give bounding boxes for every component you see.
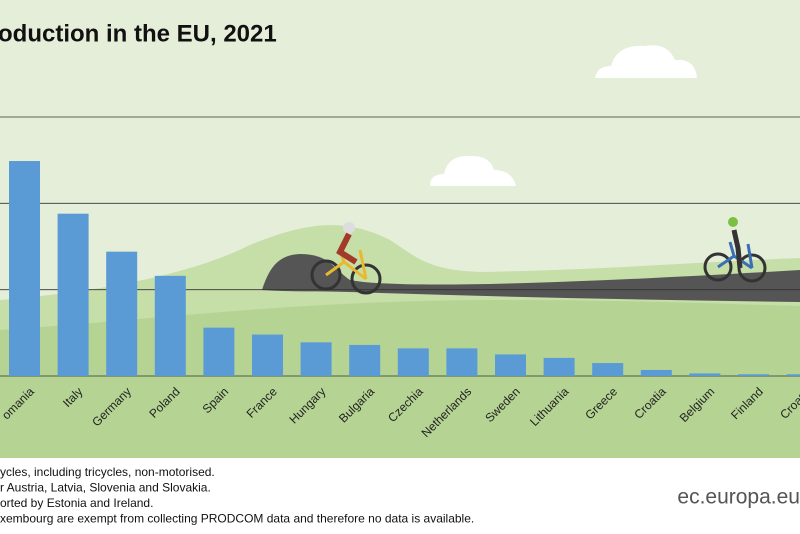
footnote: xembourg are exempt from collecting PROD…: [0, 512, 474, 526]
source: ec.europa.eu: [677, 486, 800, 509]
footnote: orted by Estonia and Ireland.: [0, 496, 153, 510]
bar: [786, 374, 800, 376]
bar: [57, 213, 89, 376]
bar: [300, 342, 332, 376]
bar: [446, 348, 478, 376]
bar: [106, 251, 138, 376]
hill: [0, 300, 800, 460]
bar: [349, 344, 381, 376]
cyclist: [310, 222, 382, 295]
footer: [0, 458, 800, 534]
bar: [203, 327, 235, 376]
bar: [640, 369, 672, 376]
bar: [252, 334, 283, 376]
footnote: ycles, including tricycles, non-motorise…: [0, 465, 215, 479]
bar: [543, 357, 575, 376]
cloud: [430, 155, 516, 186]
cloud: [595, 45, 697, 78]
bar: [689, 373, 721, 376]
bar: [738, 374, 769, 376]
bar: [154, 275, 186, 376]
cyclist: [703, 217, 767, 283]
bar: [495, 354, 526, 376]
bar: [397, 348, 429, 376]
footnote: r Austria, Latvia, Slovenia and Slovakia…: [0, 481, 211, 495]
chart-title: oduction in the EU, 2021: [0, 20, 277, 47]
bar: [592, 363, 624, 376]
bar: [9, 161, 40, 376]
